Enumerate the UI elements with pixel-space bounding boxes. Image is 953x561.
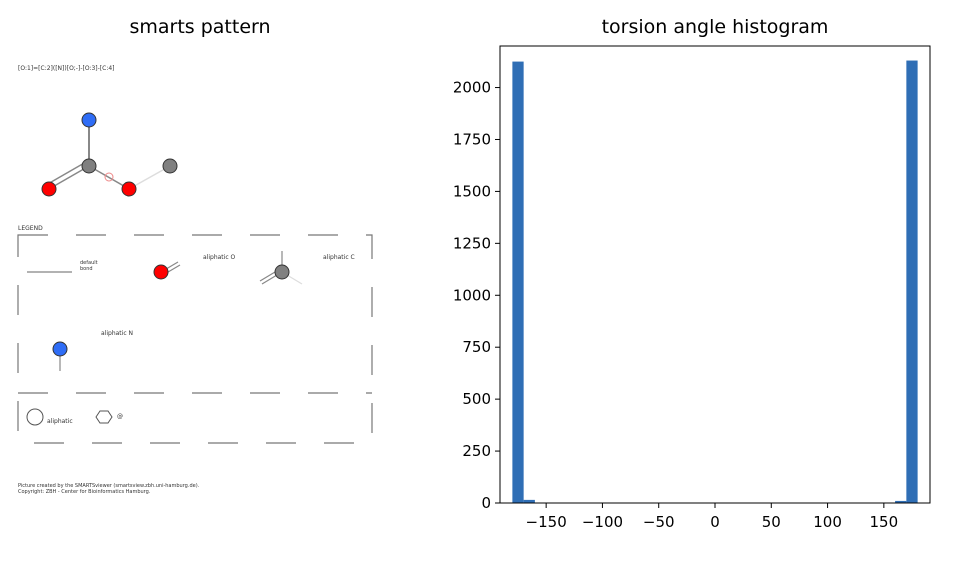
- legend-hexagon: [95, 410, 113, 424]
- x-tick-label: 150: [870, 513, 899, 531]
- atom-c2: [81, 158, 97, 174]
- legend-box: [17, 234, 373, 444]
- legend-default-bond-label: default bond: [80, 260, 98, 272]
- plot-frame: [499, 45, 931, 504]
- atom-c4: [162, 158, 178, 174]
- x-tick-label: 100: [813, 513, 842, 531]
- bond-c-o-double-b: [45, 161, 87, 186]
- histogram-bar: [895, 500, 907, 503]
- x-tick-label: 50: [762, 513, 781, 531]
- y-tick-label: 0: [481, 494, 491, 512]
- smarts-panel-title: smarts pattern: [129, 16, 271, 38]
- y-tick-label: 750: [462, 338, 491, 356]
- y-tick-label: 1750: [453, 130, 491, 148]
- y-tick-label: 1000: [453, 286, 491, 304]
- legend-aliphatic-n-label: aliphatic N: [101, 330, 134, 337]
- legend-aliphatic-label: aliphatic: [47, 418, 73, 425]
- legend-c-atom: [274, 264, 290, 280]
- x-tick-label: −100: [582, 513, 623, 531]
- y-tick-label: 2000: [453, 79, 491, 97]
- legend-o-atom: [153, 264, 169, 280]
- charge-marker: [104, 172, 114, 182]
- atom-o3: [121, 181, 137, 197]
- x-tick-label: 0: [710, 513, 720, 531]
- y-tick-label: 1500: [453, 182, 491, 200]
- atom-n: [81, 112, 97, 128]
- histogram-bar: [906, 60, 918, 504]
- y-tick-label: 500: [462, 390, 491, 408]
- bond-c-o-double-a: [48, 165, 90, 190]
- legend-heading: LEGEND: [18, 225, 43, 232]
- smarts-string: [O:1]=[C:2]([N])[O;-]-[O:3]-[C:4]: [18, 65, 115, 72]
- bond-o-c: [128, 165, 171, 190]
- histogram-title: torsion angle histogram: [601, 16, 829, 38]
- credit-text: Picture created by the SMARTSviewer (sma…: [18, 483, 200, 495]
- legend-n-atom: [52, 341, 68, 357]
- atom-o1: [41, 181, 57, 197]
- histogram-bar: [523, 499, 535, 503]
- histogram-bar: [512, 61, 524, 504]
- x-tick-label: −50: [643, 513, 675, 531]
- legend-aliphatic-o-label: aliphatic O: [203, 254, 236, 261]
- y-tick-label: 1250: [453, 234, 491, 252]
- legend-aliphatic-ring: [26, 408, 44, 426]
- legend-aliphatic-c-label: aliphatic C: [323, 254, 355, 261]
- x-tick-label: −150: [526, 513, 567, 531]
- y-tick-label: 250: [462, 442, 491, 460]
- bond-c-o: [88, 165, 130, 190]
- legend-at-label: @: [117, 413, 123, 420]
